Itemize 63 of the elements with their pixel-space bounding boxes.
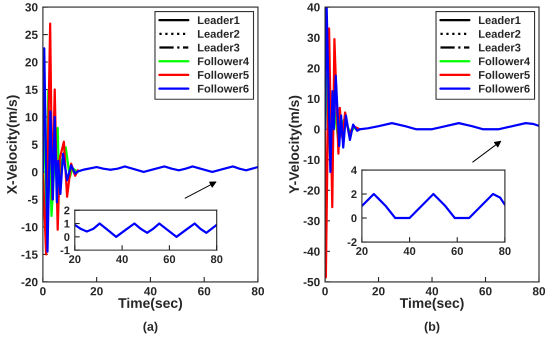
legend-label: Follower5 <box>198 70 249 79</box>
y-tick-label: -30 <box>304 216 320 226</box>
y-tick-label: 10 <box>26 113 38 122</box>
y-tick-label: -5 <box>28 196 38 204</box>
y-tick-label: 2 <box>351 190 357 198</box>
x-axis-title: Time(sec) <box>118 298 182 311</box>
x-tick-label: 20 <box>372 287 385 296</box>
legend-label: Follower4 <box>198 57 250 66</box>
y-tick-label: -20 <box>304 186 320 195</box>
y-tick-label: 20 <box>307 64 320 73</box>
legend-label: Leader1 <box>198 16 240 24</box>
y-tick-label: 2 <box>64 206 70 214</box>
legend-label: Leader2 <box>478 30 520 38</box>
y-tick-label: -20 <box>21 278 38 286</box>
x-tick-label: 40 <box>116 255 128 264</box>
x-tick-label: 40 <box>144 287 157 296</box>
x-tick-label: 0 <box>40 287 46 296</box>
x-tick-label: 60 <box>479 287 492 296</box>
y-tick-label: 25 <box>25 30 38 39</box>
x-tick-label: 80 <box>499 247 511 256</box>
x-tick-label: 60 <box>451 247 463 256</box>
y-axis-title: Y-Velocity(m/s) <box>288 96 302 194</box>
y-tick-label: -40 <box>304 247 320 256</box>
text: (a) <box>143 322 158 334</box>
y-tick-label: -1 <box>60 246 70 254</box>
y-tick-label: 5 <box>32 140 38 149</box>
y-tick-label: 0 <box>314 125 320 134</box>
y-tick-label: 40 <box>307 3 320 12</box>
x-axis-title: Time(sec) <box>400 298 464 311</box>
x-tick-label: 40 <box>426 287 438 296</box>
legend-label: Follower4 <box>478 57 530 66</box>
y-tick-label: 20 <box>25 58 38 66</box>
y-tick-label: 4 <box>351 166 357 174</box>
y-tick-label: -10 <box>304 156 320 164</box>
y-tick-label: 0 <box>64 233 70 241</box>
x-tick-label: 80 <box>532 287 546 296</box>
legend-label: Leader2 <box>198 30 240 38</box>
x-tick-label: 40 <box>404 247 416 256</box>
x-tick-label: 0 <box>322 287 328 296</box>
text: (b) <box>424 322 440 334</box>
y-axis-title: X-Velocity(m/s) <box>6 95 20 194</box>
x-tick-label: 80 <box>252 287 264 296</box>
legend-label: Follower6 <box>478 84 530 93</box>
x-tick-label: 60 <box>164 255 176 264</box>
legend-label: Leader1 <box>478 16 521 24</box>
y-tick-label: -15 <box>21 250 38 259</box>
y-tick-label: 0 <box>32 168 38 176</box>
legend-label: Leader3 <box>478 43 520 52</box>
x-tick-label: 60 <box>198 287 210 296</box>
x-tick-label: 20 <box>90 287 103 296</box>
y-tick-label: 30 <box>307 34 320 42</box>
y-tick-label: -50 <box>304 278 320 286</box>
y-tick-label: -10 <box>21 222 38 232</box>
legend-label: Leader3 <box>198 43 240 52</box>
y-tick-label: 30 <box>25 3 38 12</box>
y-tick-label: -2 <box>348 238 357 246</box>
y-tick-label: 15 <box>26 86 38 94</box>
x-tick-label: 80 <box>210 255 222 264</box>
y-tick-label: 0 <box>351 214 357 222</box>
legend-label: Follower6 <box>198 84 249 93</box>
legend-label: Follower5 <box>478 70 530 79</box>
y-tick-label: 10 <box>308 94 320 104</box>
y-tick-label: 1 <box>64 220 70 228</box>
